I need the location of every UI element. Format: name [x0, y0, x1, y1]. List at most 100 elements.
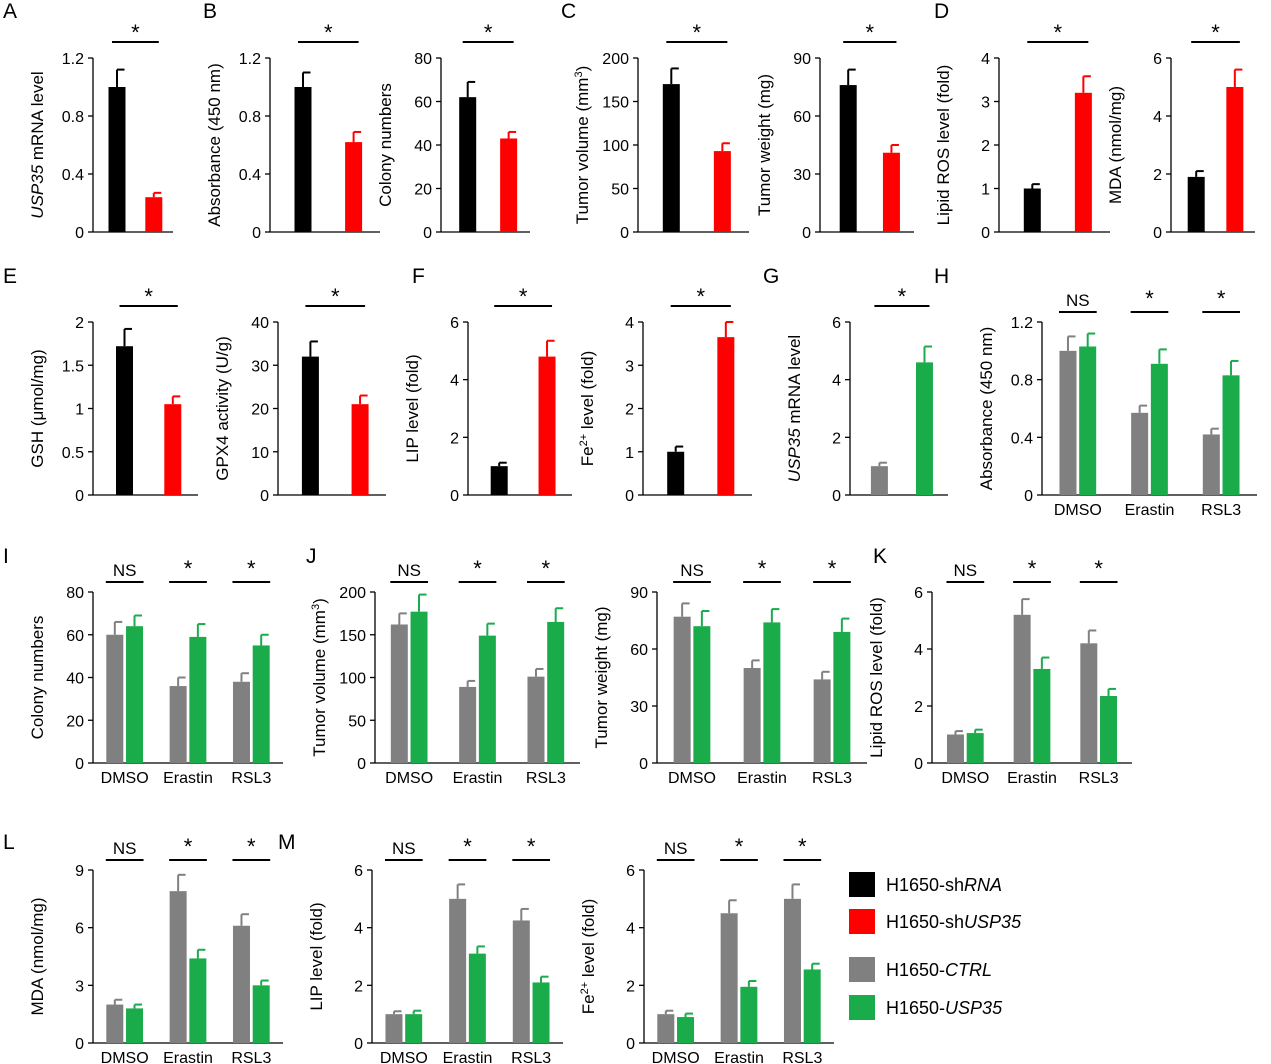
bar [169, 891, 187, 1043]
panel-letter-E: E [3, 265, 17, 288]
x-tick-label: RSL3 [812, 770, 852, 787]
bar [740, 986, 758, 1043]
chart-E-gpx4: 0 10 20 30 40 GPX4 activity (U/g) * [213, 284, 386, 505]
bar [743, 668, 761, 763]
legend-label-part: USP35 [964, 912, 1022, 932]
x-tick-label: Erastin [714, 1050, 764, 1064]
y-axis-label: MDA (nmol/mg) [1106, 86, 1125, 204]
significance-label: * [184, 556, 193, 581]
significance-label: * [1028, 556, 1037, 581]
y-tick-label: 10 [251, 445, 269, 462]
y-tick-label: 3 [625, 358, 634, 375]
significance-label: * [1145, 286, 1154, 311]
y-axis-label-part: Colony numbers [28, 616, 47, 740]
bar [527, 676, 545, 763]
panel-letter-A: A [3, 0, 17, 23]
y-tick-label: 0 [423, 225, 432, 242]
y-axis-label: LIP level (fold) [403, 354, 422, 462]
bar [1222, 375, 1240, 495]
chart-H-absorbance: 0 0.4 0.8 1.2 Absorbance (450 nm) DMSO NS Erast… [977, 286, 1257, 519]
y-tick-label: 0.8 [1011, 373, 1033, 390]
bar [657, 1014, 675, 1043]
y-tick-label: 2 [354, 978, 363, 995]
bar [405, 1014, 423, 1043]
chart-A-mrna: 0 0.4 0.8 1.2 USP35 mRNA level * [28, 20, 173, 242]
significance-label: NS [397, 561, 421, 580]
significance-label: * [184, 834, 193, 859]
y-tick-label: 1.5 [62, 358, 84, 375]
significance-label: * [144, 284, 153, 309]
y-axis-label: GPX4 activity (U/g) [213, 336, 232, 481]
bar [813, 679, 831, 763]
chart-M-fe: 0 2 4 6 Fe2+ level (fold) DMSO NS Erastin * RSL3 * [579, 834, 834, 1064]
y-tick-label: 1.2 [62, 51, 84, 68]
bar [459, 97, 477, 233]
y-tick-label: 1.2 [1011, 315, 1033, 332]
bar [532, 982, 550, 1043]
y-tick-label: 90 [793, 51, 811, 68]
y-axis-label-part: level (fold) [578, 351, 597, 434]
y-tick-label: 0.5 [62, 445, 84, 462]
x-tick-label: DMSO [652, 1050, 700, 1064]
y-tick-label: 60 [793, 109, 811, 126]
bar [478, 635, 496, 763]
significance-label: * [1054, 20, 1063, 45]
y-tick-label: 1 [75, 402, 84, 419]
legend-label-part: H1650-sh [886, 875, 964, 895]
bar [459, 686, 477, 763]
significance-label: * [324, 20, 333, 45]
bar [169, 686, 187, 763]
significance-label: * [866, 20, 875, 45]
y-tick-label: 0 [354, 1036, 363, 1053]
bar [915, 362, 933, 495]
y-axis-label: Fe2+ level (fold) [578, 351, 597, 467]
y-axis-label-part: MDA (nmol/mg) [28, 897, 47, 1015]
significance-label: * [131, 20, 140, 45]
y-tick-label: 0 [357, 756, 366, 773]
y-tick-label: 6 [914, 585, 923, 602]
bar [839, 85, 857, 232]
y-tick-label: 80 [66, 585, 84, 602]
y-tick-label: 2 [981, 138, 990, 155]
y-tick-label: 30 [251, 358, 269, 375]
x-tick-label: RSL3 [511, 1050, 551, 1064]
bar [1080, 643, 1098, 763]
x-tick-label: Erastin [163, 770, 213, 787]
y-tick-label: 2 [914, 699, 923, 716]
y-tick-label: 60 [66, 628, 84, 645]
y-axis-label-part: 2+ [578, 434, 590, 447]
y-tick-label: 0 [620, 225, 629, 242]
x-tick-label: RSL3 [1201, 502, 1241, 519]
y-tick-label: 6 [354, 863, 363, 880]
panel-letter-D: D [934, 0, 949, 23]
y-tick-label: 0 [252, 225, 261, 242]
bar [164, 404, 182, 495]
bar [449, 898, 467, 1043]
panel-letter-G: G [763, 265, 779, 288]
y-axis-label: Tumor volume (mm3) [310, 598, 329, 757]
bar [410, 611, 428, 763]
y-tick-label: 0 [914, 756, 923, 773]
y-axis-label-part: Absorbance (450 nm) [977, 327, 996, 490]
chart-M-lip: 0 2 4 6 LIP level (fold) DMSO NS Erastin * RSL3 * [307, 834, 563, 1064]
bar [1033, 668, 1051, 763]
bar [126, 626, 144, 763]
significance-label: * [735, 834, 744, 859]
y-axis-label-part: ) [573, 66, 592, 72]
x-tick-label: DMSO [941, 770, 989, 787]
y-tick-label: 0 [832, 488, 841, 505]
significance-label: * [1211, 20, 1220, 45]
bar [106, 634, 124, 763]
y-axis-label: USP35 mRNA level [785, 335, 804, 482]
bar [252, 985, 270, 1043]
panel-letter-F: F [412, 265, 425, 288]
legend-label: H1650-shUSP35 [886, 912, 1022, 932]
bar [1059, 350, 1077, 495]
y-tick-label: 4 [981, 51, 990, 68]
bar [252, 645, 270, 763]
legend-label-part: RNA [964, 875, 1002, 895]
bar [717, 337, 735, 495]
significance-label: * [473, 556, 482, 581]
y-axis-label: USP35 mRNA level [28, 71, 47, 218]
